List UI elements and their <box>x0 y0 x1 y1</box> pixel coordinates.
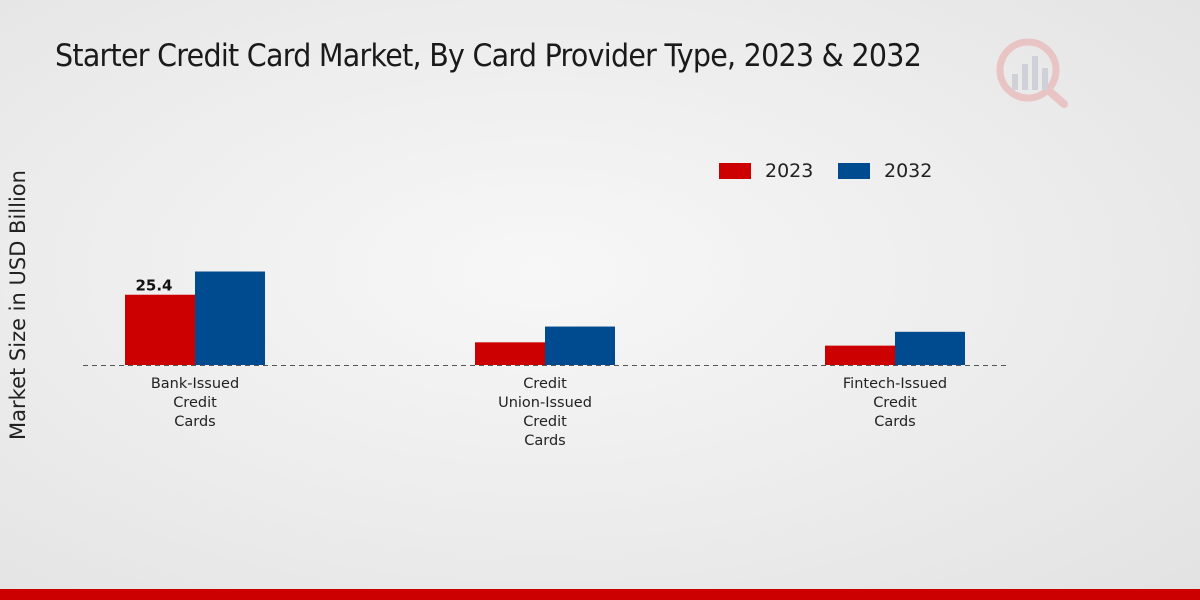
legend-label-2023: 2023 <box>765 160 814 182</box>
legend-label-2032: 2032 <box>884 160 933 182</box>
legend-swatch-2023 <box>719 163 751 179</box>
bar-2032-1 <box>545 326 615 365</box>
legend-swatch-2032 <box>838 163 870 179</box>
bar-2032-0 <box>195 271 265 365</box>
brand-logo-icon <box>996 38 1068 108</box>
category-label-0: Bank-Issued Credit Cards <box>151 376 239 430</box>
legend-item-2023: 2023 <box>719 160 813 182</box>
bar-2023-2 <box>825 345 895 365</box>
bottom-accent-bar <box>0 589 1200 600</box>
chart-title: Starter Credit Card Market, By Card Prov… <box>55 38 922 74</box>
bar-2032-2 <box>895 331 965 365</box>
data-label-0-0: 25.4 <box>135 277 172 295</box>
bar-2023-1 <box>475 342 545 365</box>
category-label-2: Fintech-Issued Credit Cards <box>843 376 947 430</box>
bar-2023-0 <box>125 294 195 365</box>
legend-item-2032: 2032 <box>838 160 932 182</box>
category-label-1: Credit Union-Issued Credit Cards <box>498 376 592 449</box>
